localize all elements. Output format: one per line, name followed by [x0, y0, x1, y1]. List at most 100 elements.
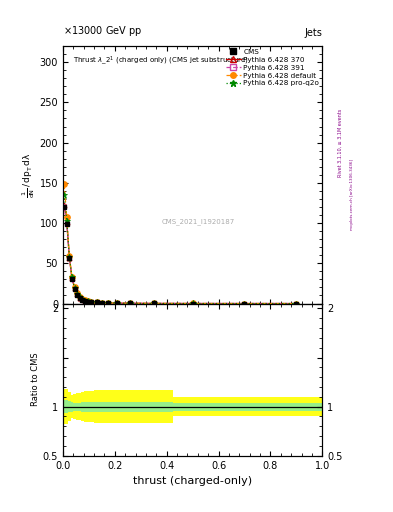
Pythia 6.428 391: [106, 300, 111, 306]
Pythia 6.428 391: [72, 286, 77, 292]
Text: mcplots.cern.ch [arXiv:1306.3436]: mcplots.cern.ch [arXiv:1306.3436]: [350, 159, 354, 230]
Pythia 6.428 370: [294, 301, 299, 307]
Pythia 6.428 pro-q2o: [80, 296, 85, 303]
Pythia 6.428 pro-q2o: [72, 285, 77, 291]
Pythia 6.428 370: [75, 291, 79, 297]
CMS: [75, 292, 79, 298]
Pythia 6.428 pro-q2o: [70, 274, 74, 281]
Pythia 6.428 391: [64, 220, 69, 226]
Pythia 6.428 pro-q2o: [115, 300, 120, 306]
Pythia 6.428 370: [80, 296, 85, 303]
Pythia 6.428 370: [85, 298, 90, 305]
Pythia 6.428 391: [77, 295, 82, 301]
CMS: [64, 221, 69, 227]
Line: Pythia 6.428 default: Pythia 6.428 default: [61, 182, 299, 306]
Pythia 6.428 pro-q2o: [294, 301, 299, 307]
Pythia 6.428 pro-q2o: [83, 297, 87, 304]
Pythia 6.428 default: [94, 299, 99, 305]
Pythia 6.428 default: [80, 296, 85, 302]
CMS: [128, 300, 133, 306]
Pythia 6.428 pro-q2o: [75, 291, 79, 297]
Pythia 6.428 391: [70, 275, 74, 281]
Y-axis label: Ratio to CMS: Ratio to CMS: [31, 353, 40, 407]
Pythia 6.428 pro-q2o: [242, 301, 247, 307]
Pythia 6.428 default: [115, 300, 120, 306]
Pythia 6.428 391: [294, 301, 299, 307]
CMS: [72, 286, 77, 292]
Pythia 6.428 391: [115, 300, 120, 306]
Line: Pythia 6.428 391: Pythia 6.428 391: [62, 204, 299, 306]
Pythia 6.428 default: [70, 274, 74, 280]
Pythia 6.428 pro-q2o: [99, 300, 104, 306]
Pythia 6.428 pro-q2o: [94, 299, 99, 305]
CMS: [242, 301, 247, 307]
Pythia 6.428 370: [62, 202, 66, 208]
Pythia 6.428 370: [106, 300, 111, 306]
Pythia 6.428 370: [77, 294, 82, 301]
Pythia 6.428 391: [99, 300, 104, 306]
Legend: CMS, Pythia 6.428 370, Pythia 6.428 391, Pythia 6.428 default, Pythia 6.428 pro-: CMS, Pythia 6.428 370, Pythia 6.428 391,…: [225, 48, 321, 88]
Pythia 6.428 default: [294, 301, 299, 307]
Pythia 6.428 370: [190, 301, 195, 307]
Pythia 6.428 391: [80, 296, 85, 303]
CMS: [115, 300, 120, 306]
Pythia 6.428 370: [70, 275, 74, 281]
Line: Pythia 6.428 pro-q2o: Pythia 6.428 pro-q2o: [61, 191, 300, 307]
Pythia 6.428 default: [64, 215, 69, 221]
Pythia 6.428 370: [242, 301, 247, 307]
CMS: [294, 301, 299, 307]
Pythia 6.428 pro-q2o: [151, 301, 156, 307]
CMS: [99, 300, 104, 306]
Pythia 6.428 default: [72, 284, 77, 290]
Pythia 6.428 370: [83, 297, 87, 304]
Pythia 6.428 391: [75, 291, 79, 297]
Line: CMS: CMS: [62, 205, 299, 306]
Line: Pythia 6.428 370: Pythia 6.428 370: [62, 203, 299, 306]
CMS: [67, 255, 72, 262]
Pythia 6.428 370: [72, 285, 77, 291]
Pythia 6.428 391: [85, 298, 90, 305]
Pythia 6.428 370: [94, 299, 99, 305]
Pythia 6.428 pro-q2o: [77, 294, 82, 301]
Pythia 6.428 default: [77, 294, 82, 301]
Y-axis label: $\mathregular{\frac{1}{\mathrm{d}N}\,/\,\mathrm{d}p_T\,\mathrm{d}\lambda}$: $\mathregular{\frac{1}{\mathrm{d}N}\,/\,…: [20, 152, 37, 198]
Pythia 6.428 370: [99, 300, 104, 306]
Pythia 6.428 default: [85, 298, 90, 304]
Pythia 6.428 pro-q2o: [128, 300, 133, 306]
Pythia 6.428 391: [190, 301, 195, 307]
Pythia 6.428 391: [94, 299, 99, 305]
Pythia 6.428 default: [83, 297, 87, 304]
Pythia 6.428 pro-q2o: [64, 218, 69, 224]
CMS: [151, 301, 156, 307]
CMS: [106, 300, 111, 306]
Pythia 6.428 391: [151, 301, 156, 307]
Pythia 6.428 370: [115, 300, 120, 306]
CMS: [190, 301, 195, 307]
Pythia 6.428 370: [67, 254, 72, 261]
Text: CMS_2021_I1920187: CMS_2021_I1920187: [161, 218, 234, 225]
Pythia 6.428 default: [67, 253, 72, 259]
CMS: [89, 299, 94, 305]
Pythia 6.428 default: [190, 301, 195, 307]
CMS: [85, 298, 90, 305]
Pythia 6.428 pro-q2o: [89, 299, 94, 305]
CMS: [77, 295, 82, 301]
Pythia 6.428 370: [151, 301, 156, 307]
Text: Jets: Jets: [305, 28, 322, 38]
Pythia 6.428 370: [64, 219, 69, 225]
Pythia 6.428 pro-q2o: [85, 298, 90, 305]
Pythia 6.428 pro-q2o: [190, 301, 195, 307]
Pythia 6.428 391: [83, 297, 87, 304]
Pythia 6.428 391: [89, 299, 94, 305]
Pythia 6.428 391: [128, 300, 133, 306]
Pythia 6.428 default: [242, 301, 247, 307]
Pythia 6.428 default: [75, 290, 79, 296]
Pythia 6.428 default: [128, 300, 133, 306]
CMS: [94, 299, 99, 305]
Pythia 6.428 391: [67, 255, 72, 261]
CMS: [70, 275, 74, 282]
Pythia 6.428 370: [89, 299, 94, 305]
Pythia 6.428 default: [89, 298, 94, 305]
Pythia 6.428 default: [62, 181, 66, 187]
X-axis label: thrust (charged-only): thrust (charged-only): [133, 476, 252, 486]
